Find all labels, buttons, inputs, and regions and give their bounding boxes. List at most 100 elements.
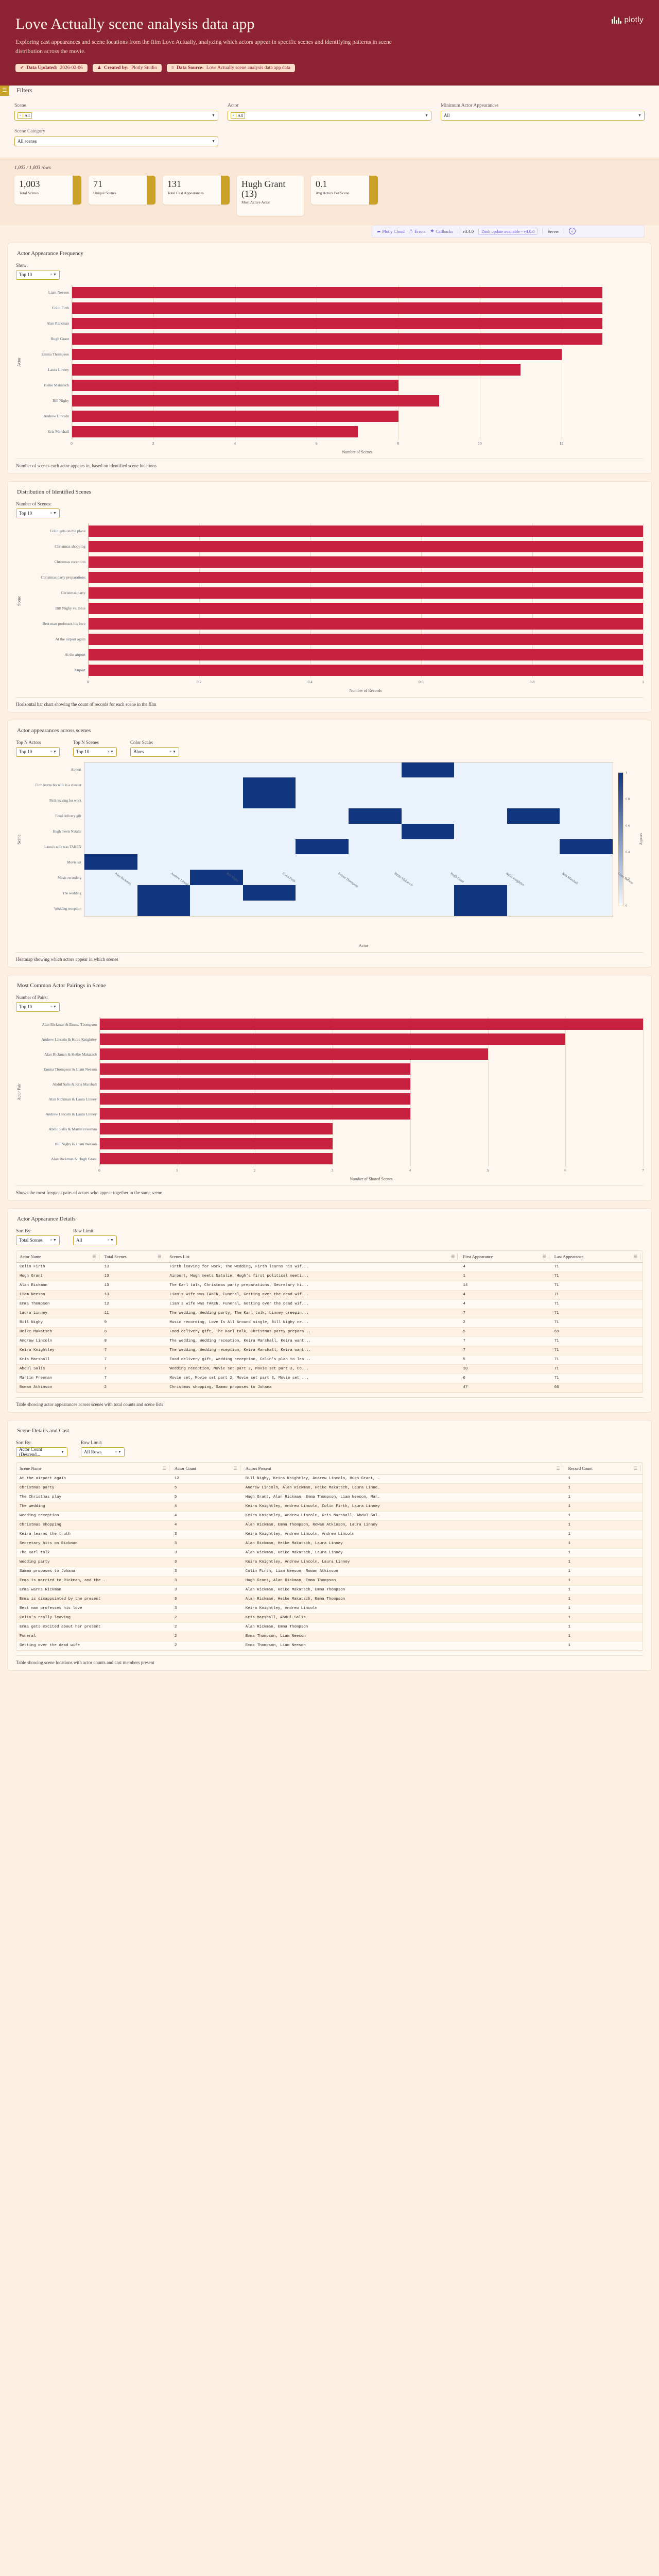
bar-row[interactable] [89,632,643,647]
bar-row[interactable] [72,378,643,393]
chevron-down-icon[interactable]: ▼ [638,113,641,118]
bar-row[interactable] [100,1107,643,1122]
filter-icon[interactable]: ☰ [158,1254,162,1259]
table-row[interactable]: Colin Firth 13 Firth leaving for work, The… [16,1262,643,1272]
filter-icon[interactable]: ☰ [92,1254,96,1259]
heatmap-cell[interactable] [349,808,402,824]
bar[interactable] [89,602,643,614]
filter-icon[interactable]: ☰ [633,1466,637,1471]
bar[interactable] [100,1153,333,1164]
heatmap-cell[interactable] [242,793,296,809]
devtools-errors[interactable]: ⚠ Errors [409,228,426,234]
bar-row[interactable] [72,362,643,378]
heatmap-cell[interactable] [560,839,613,855]
bar-row[interactable] [89,647,643,663]
chevron-down-icon[interactable]: ▼ [212,113,215,118]
table-row[interactable]: The wedding 4 Keira Knightley, Andrew Linc… [16,1502,643,1512]
bar-row[interactable] [89,554,643,570]
scene-chip[interactable]: × All [18,112,32,119]
table-row[interactable]: Keira Knightley 7 The wedding, Wedding rec… [16,1346,643,1355]
table-column-header[interactable]: Actors Present ☰ [242,1462,565,1475]
row-limit-select[interactable]: All × ▼ [73,1235,117,1245]
heatmap-cell[interactable] [401,762,455,778]
dash-devtools-bar[interactable]: ☁ Plotly Cloud ⚠ Errors ❖ Callbacks v3.4… [372,225,645,238]
bar[interactable] [100,1138,333,1149]
color-scale-select[interactable]: Blues × ▼ [130,747,179,757]
bar[interactable] [72,286,602,298]
table-row[interactable]: Bill Nighy 9 Music recording, Love Is All … [16,1318,643,1328]
table-column-header[interactable]: Record Count ☰ [565,1462,643,1475]
table-column-header[interactable]: Actor Name ☰ [16,1250,101,1263]
chevron-down-icon[interactable]: × ▼ [169,750,176,754]
dash-update-badge[interactable]: Dash update available - v4.0.0 [478,227,538,235]
table-column-header[interactable]: Total Scenes ☰ [101,1250,167,1263]
bar[interactable] [89,587,643,599]
table-column-header[interactable]: Last Appearance ☰ [551,1250,643,1263]
table-row[interactable]: At the airport again 12 Bill Nighy, Keira … [16,1474,643,1484]
heatmap-cell[interactable] [242,777,296,793]
table-column-header[interactable]: Actor Count ☰ [171,1462,242,1475]
bar[interactable] [72,410,398,422]
bar-row[interactable] [100,1137,643,1151]
heatmap-cell[interactable] [507,808,560,824]
table-row[interactable]: Wedding reception 4 Keira Knightley, Andre… [16,1511,643,1521]
bar-row[interactable] [72,285,643,300]
server-label[interactable]: Server [547,228,559,234]
filter-icon[interactable]: ☰ [556,1466,560,1471]
bar-row[interactable] [72,316,643,331]
chevron-down-icon[interactable]: × ▼ [50,1005,57,1009]
table-row[interactable]: Emma Thompson 12 Liam's wife was TAKEN, Fu… [16,1299,643,1309]
filter-icon[interactable]: ☰ [162,1466,166,1471]
actor-appearance-table[interactable]: Actor Name ☰ Total Scenes ☰ Scenes List ☰ Firs… [16,1250,643,1393]
bar[interactable] [100,1048,488,1060]
bar-row[interactable] [72,300,643,316]
bar-row[interactable] [89,585,643,601]
actor-chip[interactable]: × All [231,112,245,119]
bar-row[interactable] [100,1032,643,1047]
actor-select[interactable]: × All ▼ [228,110,431,121]
heatmap-cell[interactable] [137,900,190,916]
bar[interactable] [89,571,643,583]
heatmap-cell[interactable] [296,839,349,855]
chevron-double-right-icon[interactable]: » [568,228,576,235]
row-limit-select[interactable]: All Rows × ▼ [81,1447,125,1457]
bar[interactable] [100,1063,410,1075]
table-row[interactable]: Wedding party 3 Keira Knightley, Andrew Li… [16,1557,643,1567]
table-row[interactable]: Emma is married to Rickman, and the … 3 Hu… [16,1576,643,1586]
bar[interactable] [72,302,602,314]
bar[interactable] [89,540,643,552]
chart-actor-appearance-frequency[interactable]: Actor Liam Neeson Colin Firth Alan Rickman… [16,284,643,454]
bar-row[interactable] [72,409,643,424]
bar-row[interactable] [100,1077,643,1092]
bar[interactable] [89,556,643,568]
table-column-header[interactable]: First Appearance ☰ [460,1250,551,1263]
table-row[interactable]: Colin's really leaving 2 Kris Marshall, Ab… [16,1613,643,1623]
heatmap-cell[interactable] [454,885,507,901]
table-row[interactable]: Rowan Atkinson 2 Christmas shopping, Sammo… [16,1383,643,1393]
bar[interactable] [72,379,398,391]
table-row[interactable]: Emma is disappointed by the present 3 Alan… [16,1595,643,1604]
chart-heatmap[interactable]: Scene Airport Firth learns his wife is a … [16,761,643,948]
bar-row[interactable] [89,601,643,616]
devtools-plotly-cloud[interactable]: ☁ Plotly Cloud [376,228,405,234]
chevron-down-icon[interactable]: × ▼ [115,1450,122,1454]
heatmap-cell[interactable] [401,823,455,839]
bar[interactable] [72,348,562,360]
table-row[interactable]: Andrew Lincoln 8 The wedding, Wedding rece… [16,1336,643,1346]
bar-row[interactable] [89,539,643,554]
bar-row[interactable] [89,523,643,539]
bar[interactable] [89,633,643,645]
table-row[interactable]: Emma warns Rickman 3 Alan Rickman, Heike M… [16,1585,643,1595]
bar[interactable] [100,1019,643,1030]
scene-category-select[interactable]: All scenes ▼ [14,136,218,146]
table-row[interactable]: Christmas shopping 4 Alan Rickman, Emma Th… [16,1520,643,1530]
bar-row[interactable] [100,1122,643,1137]
bar[interactable] [72,395,439,406]
table-row[interactable]: Emma gets excited about her present 2 Alan… [16,1622,643,1632]
table-row[interactable]: Keira learns the truth 3 Keira Knightley, … [16,1530,643,1539]
top-n-scenes-select[interactable]: Top 10 × ▼ [73,747,117,757]
bar[interactable] [100,1108,410,1120]
bar-row[interactable] [72,331,643,347]
close-icon[interactable]: × [18,113,23,117]
table-row[interactable]: Getting over the dead wife 2 Emma Thompson… [16,1641,643,1651]
